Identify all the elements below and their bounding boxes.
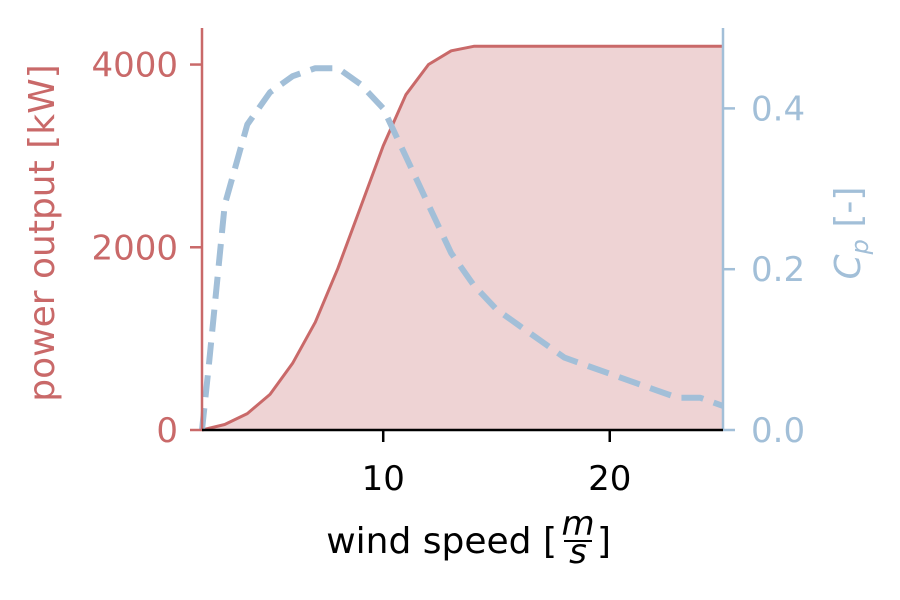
series-0-area [202,46,723,431]
left-tick-label: 2000 [91,228,178,268]
left-axis-title: power output [kW] [22,64,63,401]
right-tick-label: 0.4 [751,89,805,129]
x-axis-unit-numerator: m [561,504,594,544]
right-axis-title-symbol: C [828,253,869,279]
x-tick-label: 10 [362,459,405,499]
right-axis-title-subscript: p [846,239,874,255]
x-axis-title-close: ] [597,521,611,562]
ticks: 0 2000 4000 0.0 0.2 0.4 10 20 [91,46,805,499]
left-tick-label: 4000 [91,46,178,86]
x-axis-unit-denominator: s [569,532,587,572]
left-tick-label: 0 [156,411,178,451]
right-axis-title-suffix: [-] [828,187,869,240]
x-axis-title-text: wind speed [ [326,521,557,562]
series-1-line [199,65,725,431]
right-axis-title: Cp [-] [828,187,874,280]
plot-area [199,44,725,432]
right-tick-label: 0.2 [751,250,805,290]
series-0-line [201,44,723,432]
x-tick-label: 20 [588,459,631,499]
right-tick-label: 0.0 [751,411,805,451]
x-axis-title: wind speed [ m s ] [326,504,611,572]
